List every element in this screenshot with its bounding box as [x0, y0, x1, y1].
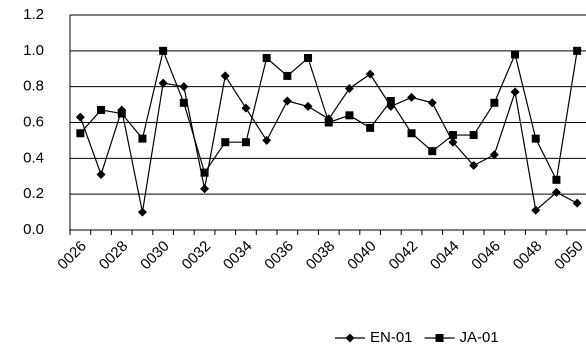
data-point	[448, 131, 457, 140]
data-point	[469, 131, 478, 140]
y-tick-label: 1.0	[23, 42, 44, 59]
y-tick-label: 0.4	[23, 149, 44, 166]
data-point	[241, 138, 250, 147]
legend-label: EN-01	[370, 329, 413, 346]
data-point	[531, 205, 541, 215]
data-point	[366, 123, 375, 132]
data-point	[510, 87, 520, 97]
data-point	[386, 97, 395, 105]
x-tick-label: 0040	[344, 238, 380, 274]
x-tick-label: 0048	[510, 238, 546, 274]
data-point	[303, 101, 313, 111]
x-tick-label: 0034	[220, 238, 256, 274]
data-point	[428, 147, 437, 156]
data-point	[344, 83, 354, 93]
data-point	[179, 82, 189, 92]
data-point	[324, 118, 333, 127]
data-point	[531, 134, 540, 143]
data-point	[159, 46, 168, 55]
data-point	[75, 112, 85, 122]
data-point	[283, 71, 292, 80]
data-point	[221, 138, 230, 147]
series-line	[79, 73, 578, 213]
x-tick-label: 0050	[551, 238, 586, 274]
y-tick-label: 0.0	[23, 221, 44, 238]
data-point	[262, 54, 271, 62]
y-tick-label: 1.2	[23, 6, 44, 23]
legend-marker	[345, 333, 355, 343]
data-point	[469, 161, 479, 170]
data-point	[365, 69, 375, 79]
data-point	[489, 150, 499, 160]
data-point	[552, 175, 561, 184]
y-tick-label: 0.8	[23, 78, 44, 95]
data-point	[200, 168, 209, 177]
data-point	[241, 103, 251, 113]
y-tick-label: 0.2	[23, 185, 44, 202]
data-point	[448, 137, 458, 147]
x-tick-label: 0042	[386, 238, 422, 274]
data-point	[137, 207, 147, 217]
data-point	[572, 198, 582, 208]
data-point	[138, 134, 147, 143]
x-tick-label: 0030	[137, 238, 173, 274]
legend-marker	[435, 334, 444, 342]
data-point	[117, 109, 126, 118]
data-point	[345, 111, 354, 120]
x-tick-label: 0026	[54, 238, 90, 274]
data-point	[96, 169, 106, 179]
data-point	[551, 187, 561, 197]
y-tick-label: 0.6	[23, 113, 44, 130]
x-tick-label: 0046	[468, 238, 504, 274]
x-tick-label: 0032	[179, 238, 215, 274]
x-tick-label: 0038	[303, 238, 339, 274]
x-tick-label: 0028	[96, 238, 132, 274]
data-point	[179, 98, 188, 107]
data-point	[511, 50, 520, 59]
data-point	[220, 71, 230, 81]
data-point	[200, 184, 210, 194]
data-point	[573, 46, 582, 55]
legend-label: JA-01	[460, 329, 499, 346]
data-point	[97, 105, 106, 114]
data-point	[262, 135, 272, 145]
data-point	[407, 129, 416, 138]
data-point	[407, 92, 417, 102]
data-point	[76, 129, 85, 138]
data-point	[304, 54, 313, 62]
x-tick-label: 0044	[427, 238, 463, 274]
data-point	[158, 78, 168, 88]
x-tick-label: 0036	[261, 238, 297, 274]
data-point	[282, 96, 292, 106]
data-point	[427, 98, 437, 108]
data-point	[490, 98, 499, 107]
